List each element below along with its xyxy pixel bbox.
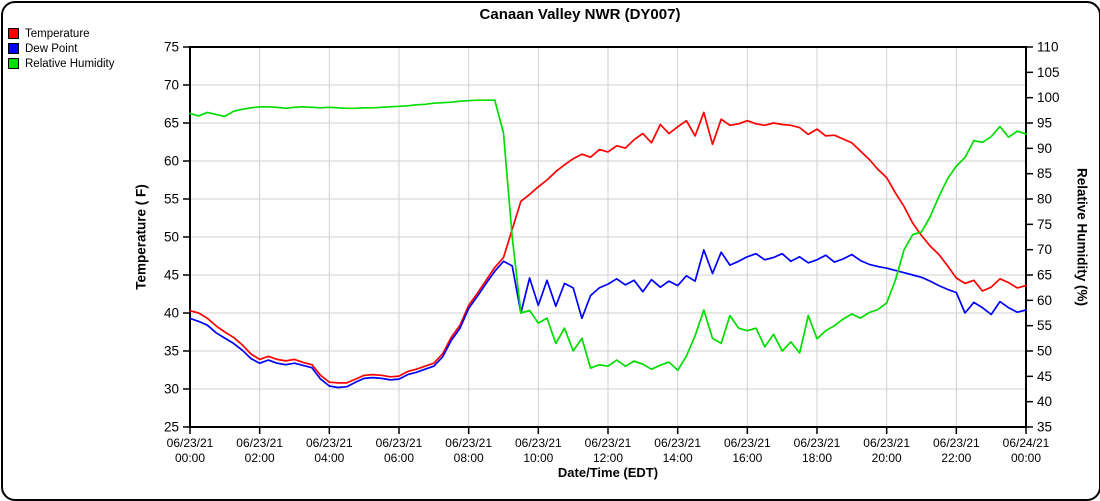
- right-tick-label: 110: [1037, 40, 1059, 55]
- right-tick-label: 60: [1037, 293, 1052, 308]
- x-tick-time-label: 22:00: [941, 451, 971, 465]
- legend: Temperature Dew Point Relative Humidity: [8, 26, 114, 71]
- x-tick-date-label: 06/23/21: [167, 436, 214, 450]
- left-tick-label: 75: [164, 40, 179, 55]
- right-tick-label: 100: [1037, 90, 1060, 105]
- left-tick-label: 50: [164, 230, 179, 245]
- chart-title: Canaan Valley NWR (DY007): [479, 6, 681, 23]
- x-tick-time-label: 00:00: [1011, 451, 1041, 465]
- x-tick-date-label: 06/23/21: [794, 436, 841, 450]
- left-tick-label: 45: [164, 268, 179, 283]
- x-tick-date-label: 06/23/21: [654, 436, 701, 450]
- legend-label: Relative Humidity: [25, 57, 115, 70]
- x-tick-date-label: 06/23/21: [724, 436, 771, 450]
- right-tick-label: 50: [1037, 344, 1052, 359]
- right-tick-label: 55: [1037, 318, 1052, 333]
- right-axis-title: Relative Humidity (%): [1074, 167, 1090, 307]
- x-tick-date-label: 06/23/21: [236, 436, 283, 450]
- relative-humidity-line: [189, 99, 1027, 372]
- right-tick-label: 75: [1037, 217, 1052, 232]
- left-tick-label: 55: [164, 192, 179, 207]
- x-tick-time-label: 00:00: [175, 451, 205, 465]
- right-tick-label: 85: [1037, 166, 1052, 181]
- left-tick-label: 25: [164, 420, 179, 435]
- x-tick-date-label: 06/23/21: [585, 436, 632, 450]
- temperature-line: [189, 111, 1027, 384]
- left-tick-label: 60: [164, 154, 179, 169]
- x-tick-time-label: 14:00: [663, 451, 693, 465]
- x-tick-time-label: 12:00: [593, 451, 623, 465]
- right-tick-label: 45: [1037, 369, 1052, 384]
- x-tick-time-label: 02:00: [245, 451, 275, 465]
- right-tick-label: 65: [1037, 268, 1052, 283]
- left-tick-label: 35: [164, 344, 179, 359]
- x-tick-date-label: 06/23/21: [863, 436, 910, 450]
- x-tick-time-label: 10:00: [523, 451, 553, 465]
- left-tick-label: 40: [164, 306, 179, 321]
- x-tick-date-label: 06/23/21: [933, 436, 980, 450]
- right-tick-label: 95: [1037, 116, 1052, 131]
- left-axis-title: Temperature ( F): [133, 184, 149, 290]
- x-tick-date-label: 06/23/21: [376, 436, 423, 450]
- legend-item-relative-humidity: Relative Humidity: [8, 56, 114, 71]
- x-axis-title: Date/Time (EDT): [557, 465, 659, 480]
- x-tick-date-label: 06/24/21: [1003, 436, 1050, 450]
- right-tick-label: 70: [1037, 242, 1052, 257]
- legend-item-temperature: Temperature: [8, 26, 114, 41]
- left-tick-label: 30: [164, 382, 179, 397]
- dew-point-line: [189, 249, 1027, 389]
- left-tick-label: 70: [164, 78, 179, 93]
- x-tick-time-label: 18:00: [802, 451, 832, 465]
- legend-item-dew-point: Dew Point: [8, 41, 114, 56]
- x-tick-time-label: 08:00: [454, 451, 484, 465]
- left-tick-label: 65: [164, 116, 179, 131]
- x-tick-date-label: 06/23/21: [306, 436, 353, 450]
- legend-label: Dew Point: [25, 42, 78, 55]
- right-tick-label: 35: [1037, 420, 1052, 435]
- legend-label: Temperature: [25, 27, 90, 40]
- dew-point-swatch-icon: [8, 43, 19, 54]
- x-tick-time-label: 16:00: [732, 451, 762, 465]
- x-tick-time-label: 04:00: [314, 451, 344, 465]
- right-tick-label: 105: [1037, 65, 1060, 80]
- temperature-swatch-icon: [8, 28, 19, 39]
- x-tick-time-label: 06:00: [384, 451, 414, 465]
- right-tick-label: 90: [1037, 141, 1052, 156]
- right-tick-label: 40: [1037, 394, 1052, 409]
- x-tick-date-label: 06/23/21: [445, 436, 492, 450]
- right-tick-label: 80: [1037, 192, 1052, 207]
- x-tick-time-label: 20:00: [872, 451, 902, 465]
- x-tick-date-label: 06/23/21: [515, 436, 562, 450]
- relative-humidity-swatch-icon: [8, 58, 19, 69]
